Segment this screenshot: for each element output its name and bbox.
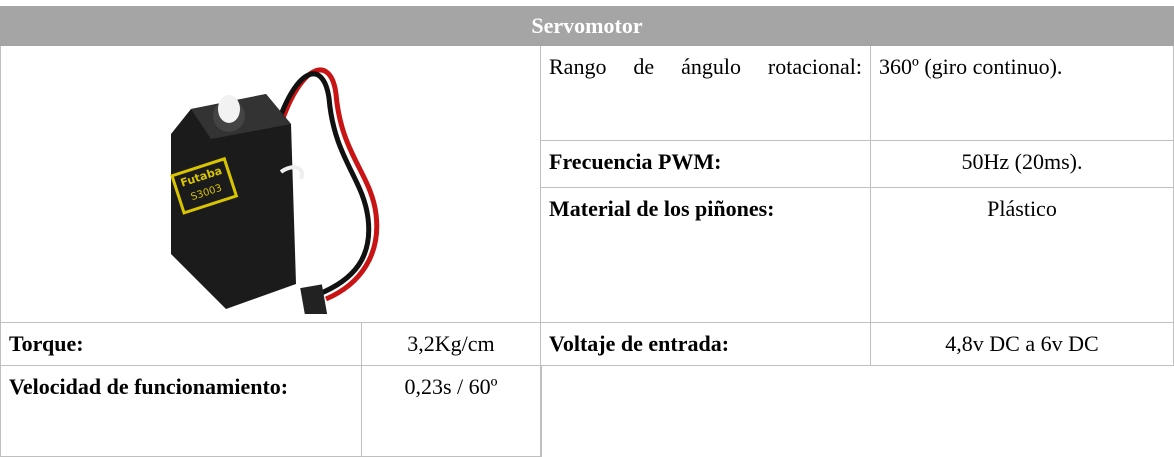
spec-value: 0,23s / 60º [362, 366, 541, 457]
spec-label: Rango de ángulo rotacional: [541, 46, 871, 141]
spec-value: Plástico [871, 188, 1174, 323]
servo-image: Futaba S3003 [170, 67, 380, 314]
spec-label: Frecuencia PWM: [541, 141, 871, 188]
table-title: Servomotor [0, 6, 1174, 46]
spec-label: Voltaje de entrada: [541, 323, 871, 366]
spec-label: Velocidad de funcionamiento: [0, 366, 362, 457]
spec-label: Torque: [0, 323, 362, 366]
spec-value: 3,2Kg/cm [362, 323, 541, 366]
label-text: Rango de ángulo rotacional: [549, 54, 862, 79]
spec-value: 360º (giro continuo). [871, 46, 1174, 141]
image-cell: Futaba S3003 [0, 46, 541, 323]
empty-cell [541, 366, 1174, 457]
spec-label: Material de los piñones: [541, 188, 871, 323]
spec-value: 4,8v DC a 6v DC [871, 323, 1174, 366]
spec-value: 50Hz (20ms). [871, 141, 1174, 188]
